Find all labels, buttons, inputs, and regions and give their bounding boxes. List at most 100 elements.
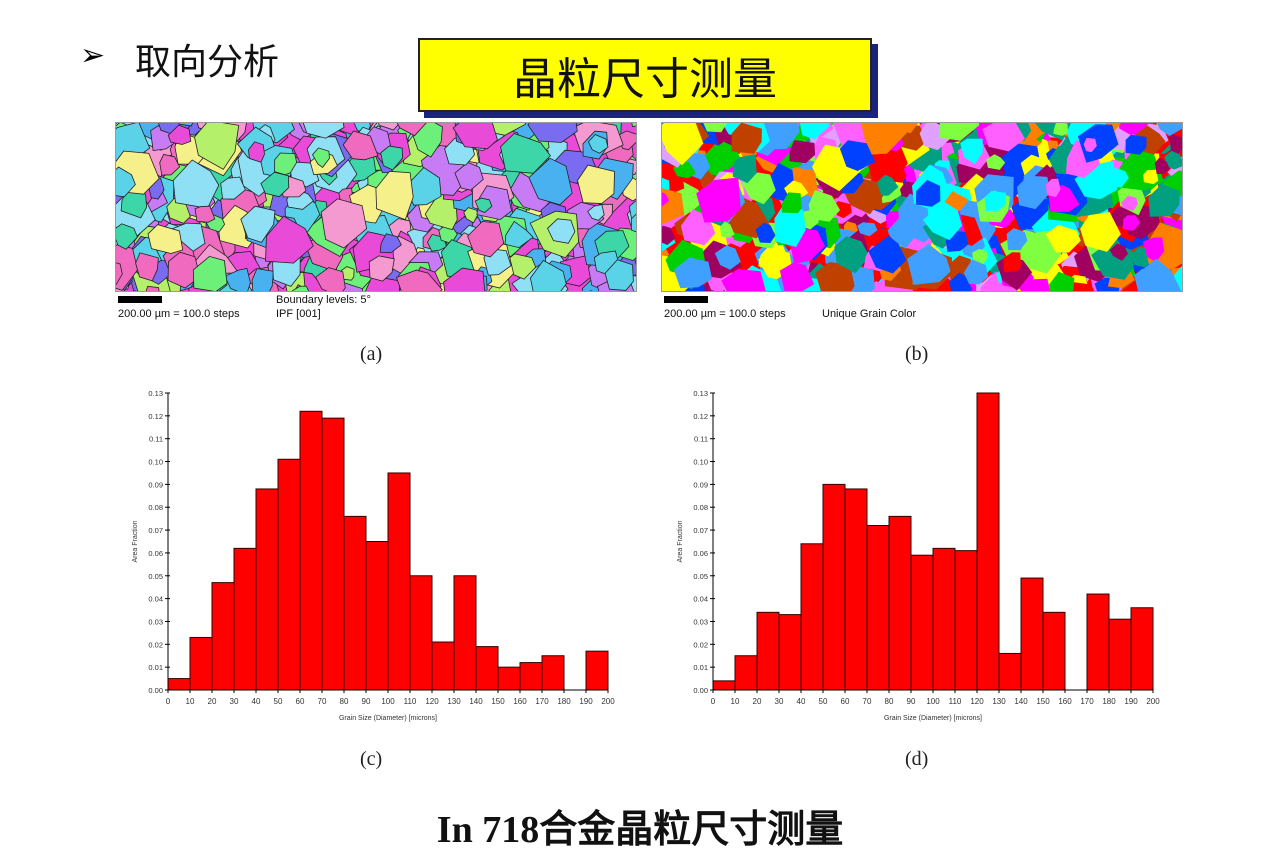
grain <box>896 123 919 134</box>
x-tick-label: 40 <box>797 697 806 706</box>
histogram-bar <box>541 655 565 691</box>
y-tick-label: 0.00 <box>148 686 163 695</box>
y-tick-label: 0.01 <box>148 663 163 672</box>
histogram-bar <box>866 525 890 691</box>
histogram-bar <box>519 662 543 691</box>
grain <box>380 145 403 171</box>
grain <box>963 259 989 285</box>
y-tick-label: 0.13 <box>693 389 708 398</box>
x-tick-label: 70 <box>863 697 872 706</box>
grain <box>662 225 676 245</box>
scale-bar <box>664 296 708 303</box>
grain <box>167 251 201 289</box>
y-tick-label: 0.12 <box>148 412 163 421</box>
grain <box>1006 228 1029 251</box>
y-tick-label: 0.02 <box>693 640 708 649</box>
grain <box>320 198 368 249</box>
grain <box>302 123 345 139</box>
y-tick-label: 0.11 <box>149 435 163 444</box>
histogram-bar <box>343 515 367 691</box>
grain <box>1143 169 1159 185</box>
map-mode-text: IPF [001] <box>276 308 321 320</box>
x-tick-label: 180 <box>1102 697 1116 706</box>
x-tick-label: 110 <box>404 697 417 706</box>
histogram-bar <box>167 678 191 691</box>
grain <box>1154 157 1170 174</box>
grain <box>984 191 1006 211</box>
grain <box>741 172 776 205</box>
grain <box>1134 258 1182 291</box>
x-tick-label: 190 <box>1124 697 1138 706</box>
grain <box>808 190 840 222</box>
y-axis-label: Area Fraction <box>677 520 684 562</box>
x-tick-label: 140 <box>1014 697 1028 706</box>
histogram-bar <box>255 488 279 691</box>
y-tick-label: 0.09 <box>148 480 163 489</box>
caption-d: (d) <box>905 748 929 770</box>
grain <box>789 140 816 164</box>
grain <box>774 206 806 247</box>
y-tick-label: 0.05 <box>693 572 708 581</box>
grain <box>1122 215 1141 231</box>
histogram-bar <box>1020 577 1044 691</box>
grain <box>504 220 534 249</box>
grain <box>1125 134 1147 155</box>
caption-b: (b) <box>905 343 929 365</box>
grain <box>1048 271 1075 291</box>
grain <box>1148 184 1180 217</box>
grain <box>703 123 728 133</box>
histogram-bar <box>1042 611 1066 691</box>
grain <box>589 290 593 291</box>
x-tick-label: 100 <box>926 697 940 706</box>
histogram-bar <box>910 554 934 691</box>
y-tick-label: 0.00 <box>693 686 708 695</box>
grain <box>834 236 870 274</box>
grain <box>630 213 636 233</box>
grain <box>1083 137 1097 153</box>
histogram-bar <box>822 483 846 691</box>
x-tick-label: 150 <box>491 697 505 706</box>
grain <box>631 123 636 128</box>
y-tick-label: 0.10 <box>148 458 163 467</box>
grain <box>1109 243 1128 261</box>
grain <box>291 285 310 291</box>
grain <box>116 242 139 291</box>
grain <box>604 259 634 291</box>
grain <box>265 215 314 264</box>
title-box: 晶粒尺寸测量 <box>418 38 872 112</box>
grain <box>178 123 193 127</box>
grain <box>312 147 330 168</box>
x-tick-label: 90 <box>362 697 371 706</box>
grain <box>443 267 486 291</box>
grain <box>587 204 605 221</box>
x-tick-label: 170 <box>1080 697 1094 706</box>
grain <box>463 207 479 224</box>
histogram-bar <box>888 515 912 691</box>
y-tick-label: 0.06 <box>693 549 708 558</box>
histogram-c: 0.00 0.01 0.02 0.03 0.04 0.05 0.06 0.07 0.08 0.09… <box>125 380 625 725</box>
grain <box>757 123 800 150</box>
histogram-bar <box>585 650 609 691</box>
x-tick-label: 170 <box>535 697 549 706</box>
histogram-d: 0.00 0.01 0.02 0.03 0.04 0.05 0.06 0.07 0.08 0.09… <box>670 380 1170 725</box>
grain <box>248 141 265 163</box>
grain <box>945 255 971 283</box>
grain <box>1077 124 1119 163</box>
map-mode-text: Unique Grain Color <box>822 308 917 320</box>
grain <box>1164 150 1182 170</box>
grain <box>396 123 427 137</box>
histogram-bar <box>1108 618 1132 691</box>
grain <box>1017 175 1051 210</box>
grain <box>395 269 443 291</box>
x-tick-label: 110 <box>949 697 962 706</box>
histogram-bar <box>998 652 1022 691</box>
y-tick-label: 0.08 <box>693 503 708 512</box>
grain <box>251 268 274 291</box>
histogram-bar <box>233 547 257 691</box>
grain <box>116 223 138 250</box>
y-tick-label: 0.13 <box>148 389 163 398</box>
y-tick-label: 0.03 <box>148 617 163 626</box>
histogram-bar <box>1130 607 1154 691</box>
grain <box>1003 252 1021 272</box>
grain <box>1053 123 1069 136</box>
